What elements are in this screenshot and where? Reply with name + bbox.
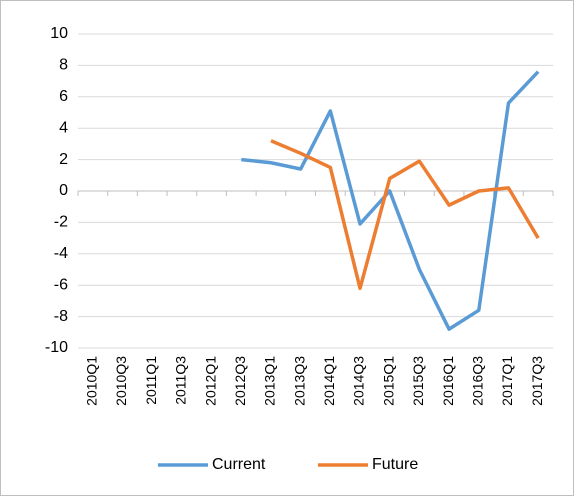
x-tick-label: 2015Q3 — [410, 356, 426, 406]
x-tick-label: 2014Q1 — [321, 356, 337, 406]
x-tick-label: 2011Q1 — [143, 356, 159, 405]
y-tick-label: 2 — [59, 151, 68, 168]
x-tick-label: 2010Q3 — [113, 356, 129, 406]
y-tick-label: 8 — [59, 57, 68, 74]
y-tick-label: -4 — [54, 245, 68, 262]
x-tick-label: 2011Q3 — [173, 356, 189, 405]
series-line — [270, 139, 540, 291]
y-tick-label: -10 — [45, 339, 68, 356]
x-tick-label: 2017Q3 — [529, 356, 545, 406]
legend-label: Future — [372, 456, 418, 473]
x-tick-label: 2013Q3 — [291, 356, 307, 406]
series-line — [241, 70, 540, 331]
x-tick-label: 2012Q3 — [232, 356, 248, 406]
y-tick-label: -2 — [54, 214, 68, 231]
x-tick-label: 2015Q1 — [380, 356, 396, 406]
y-tick-label: -6 — [54, 276, 68, 293]
x-tick-label: 2014Q3 — [351, 356, 367, 406]
y-tick-label: -8 — [54, 308, 68, 325]
x-tick-label: 2013Q1 — [262, 356, 278, 406]
x-tick-label: 2012Q1 — [202, 356, 218, 406]
y-tick-label: 4 — [59, 119, 68, 136]
x-tick-label: 2016Q1 — [440, 356, 456, 406]
legend-label: Current — [212, 456, 266, 473]
y-tick-label: 0 — [59, 182, 68, 199]
y-tick-label: 10 — [50, 25, 68, 42]
x-tick-label: 2017Q1 — [499, 356, 515, 406]
x-tick-label: 2010Q1 — [84, 356, 100, 406]
x-tick-label: 2016Q3 — [469, 356, 485, 406]
y-tick-label: 6 — [59, 88, 68, 105]
